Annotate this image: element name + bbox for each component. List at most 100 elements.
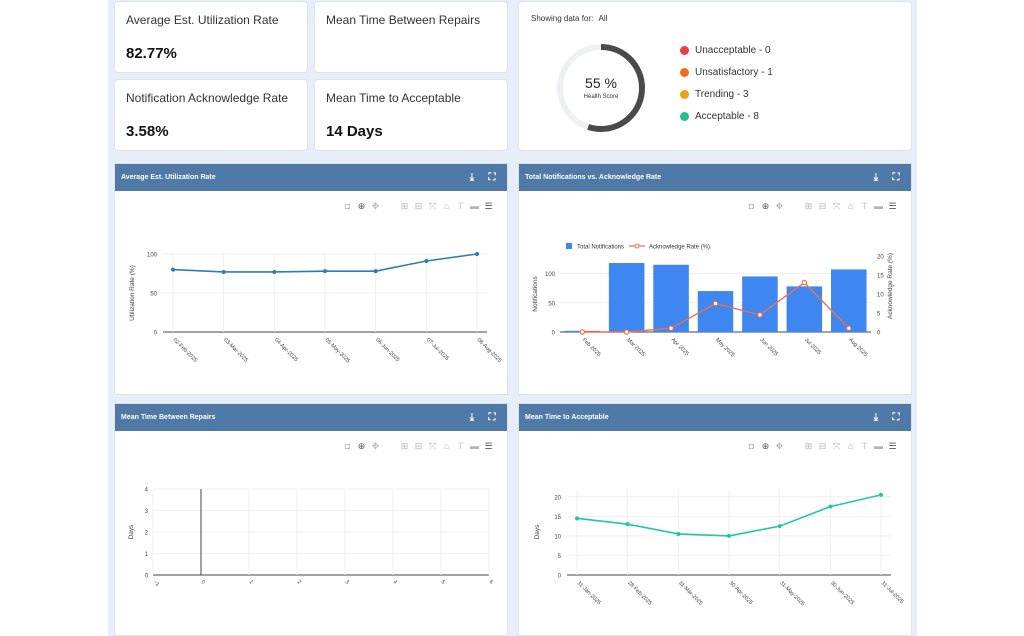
- data-point: [575, 516, 579, 521]
- zoom-out-icon[interactable]: ⊟: [818, 441, 827, 451]
- autoscale-icon[interactable]: ⤧: [428, 441, 437, 451]
- x-tick-label: 31-Jul-2025: [880, 580, 905, 605]
- data-point: [828, 504, 833, 509]
- data-point: [879, 492, 883, 497]
- fullscreen-icon[interactable]: ⛶: [488, 171, 496, 183]
- y2-tick-label: 10: [877, 293, 884, 299]
- home-icon[interactable]: ⌂: [847, 441, 854, 451]
- download-icon[interactable]: ⤓: [873, 171, 879, 183]
- unacceptable-dot: [680, 46, 689, 55]
- camera-icon[interactable]: ◘: [748, 201, 755, 211]
- panel-title: Average Est. Utilization Rate: [121, 174, 216, 181]
- pan-icon[interactable]: ✥: [371, 441, 380, 451]
- x-tick-label: 31-Mar-2025: [677, 580, 704, 607]
- zoom-out-icon[interactable]: ⊟: [414, 441, 423, 451]
- legend-label: Trending - 3: [695, 89, 749, 100]
- x-tick-label: 04-Apr-2025: [273, 337, 299, 363]
- acceptable-dot: [680, 112, 689, 121]
- y-tick-label: 0: [154, 331, 158, 337]
- data-point: [171, 267, 175, 272]
- health-score-value: 55 %: [585, 75, 617, 91]
- hover-closest-icon[interactable]: ▬: [874, 201, 883, 211]
- y-tick-label: 1: [145, 552, 149, 558]
- download-icon[interactable]: ⤓: [873, 411, 879, 423]
- y-tick-label: 10: [554, 534, 561, 540]
- kpi-card-mtta: Mean Time to Acceptable 14 Days: [314, 79, 508, 151]
- zoom-out-icon[interactable]: ⊟: [818, 201, 827, 211]
- y2-tick-label: 0: [877, 331, 881, 337]
- ack-rate-point: [623, 329, 630, 335]
- unsatisfactory-dot: [680, 68, 689, 77]
- legend-label: Unsatisfactory - 1: [695, 67, 773, 78]
- y-tick-label: 5: [558, 554, 562, 560]
- hover-compare-icon[interactable]: ☰: [888, 441, 897, 451]
- data-point: [272, 269, 277, 274]
- zoom-icon[interactable]: ⊕: [357, 201, 366, 211]
- fullscreen-icon[interactable]: ⛶: [892, 411, 900, 423]
- home-icon[interactable]: ⌂: [847, 201, 854, 211]
- spike-icon[interactable]: ⊤: [456, 201, 465, 211]
- hover-compare-icon[interactable]: ☰: [484, 441, 493, 451]
- camera-icon[interactable]: ◘: [344, 201, 351, 211]
- x-tick-label: 03-Mar-2025: [222, 337, 249, 364]
- pan-icon[interactable]: ✥: [775, 441, 784, 451]
- pan-icon[interactable]: ✥: [775, 201, 784, 211]
- zoom-icon[interactable]: ⊕: [761, 201, 770, 211]
- zoom-out-icon[interactable]: ⊟: [414, 201, 423, 211]
- hover-compare-icon[interactable]: ☰: [484, 201, 493, 211]
- zoom-icon[interactable]: ⊕: [357, 441, 366, 451]
- fullscreen-icon[interactable]: ⛶: [892, 171, 900, 183]
- zoom-in-icon[interactable]: ⊞: [400, 201, 409, 211]
- zoom-in-icon[interactable]: ⊞: [804, 441, 813, 451]
- panel-mtbr: Mean Time Between Repairs ⤓ ⛶ ◘ ⊕ ✥ ⊞ ⊟ ⤧ ⌂ ⊤ ▬ ☰ …: [114, 403, 508, 636]
- y2-axis-label: Acknowledge Rate (%): [887, 253, 894, 319]
- ack-rate-point: [668, 325, 674, 332]
- notifications-chart: 0 50 100 0 5 10 15 20 Feb 2025 Mar 2025 Apr 2025 Ma…: [532, 243, 894, 358]
- x-tick-label: 05-May-2025: [324, 337, 351, 364]
- y-axis-label: Days: [534, 524, 541, 540]
- zoom-in-icon[interactable]: ⊞: [400, 441, 409, 451]
- bar: [608, 263, 645, 332]
- utilization-chart: 0 50 100 02-Feb-2025 03-Mar-2025 04-Apr-2025 0…: [129, 252, 502, 364]
- hover-closest-icon[interactable]: ▬: [470, 441, 479, 451]
- x-tick-label: 31-May-2025: [778, 580, 805, 607]
- x-tick-label: 5: [440, 579, 446, 585]
- kpi-card-mtbr: Mean Time Between Repairs: [314, 1, 508, 73]
- pan-icon[interactable]: ✥: [371, 201, 380, 211]
- x-tick-label: 4: [392, 579, 398, 585]
- x-tick-label: 1: [248, 579, 254, 585]
- hover-closest-icon[interactable]: ▬: [470, 201, 479, 211]
- home-icon[interactable]: ⌂: [443, 441, 450, 451]
- spike-icon[interactable]: ⊤: [860, 441, 869, 451]
- showing-label: Showing data for:: [531, 14, 594, 23]
- panel-header: Mean Time Between Repairs ⤓ ⛶: [115, 404, 507, 431]
- fullscreen-icon[interactable]: ⛶: [488, 411, 496, 423]
- spike-icon[interactable]: ⊤: [456, 441, 465, 451]
- hover-closest-icon[interactable]: ▬: [874, 441, 883, 451]
- y-axis-label: Notifications: [532, 276, 539, 312]
- camera-icon[interactable]: ◘: [748, 441, 755, 451]
- download-icon[interactable]: ⤓: [469, 411, 475, 423]
- y-axis-label: Utilization Rate (%): [129, 265, 136, 321]
- spike-icon[interactable]: ⊤: [860, 201, 869, 211]
- health-donut: 55 % Health Score: [557, 44, 645, 132]
- autoscale-icon[interactable]: ⤧: [832, 441, 841, 451]
- x-tick-label: Jun 2025: [759, 337, 779, 357]
- trending-dot: [680, 90, 689, 99]
- legend-swatch-bars: [566, 243, 572, 249]
- panel-header: Mean Time to Acceptable ⤓ ⛶: [519, 404, 911, 431]
- y-tick-label: 100: [147, 253, 158, 259]
- ack-rate-point: [845, 325, 852, 332]
- x-tick-label: 2: [296, 579, 302, 585]
- bar: [786, 286, 823, 332]
- home-icon[interactable]: ⌂: [443, 201, 450, 211]
- y-tick-label: 100: [545, 272, 556, 278]
- hover-compare-icon[interactable]: ☰: [888, 201, 897, 211]
- camera-icon[interactable]: ◘: [344, 441, 351, 451]
- x-tick-label: 06-Jun-2025: [374, 337, 400, 363]
- autoscale-icon[interactable]: ⤧: [428, 201, 437, 211]
- zoom-in-icon[interactable]: ⊞: [804, 201, 813, 211]
- zoom-icon[interactable]: ⊕: [761, 441, 770, 451]
- autoscale-icon[interactable]: ⤧: [832, 201, 841, 211]
- download-icon[interactable]: ⤓: [469, 171, 475, 183]
